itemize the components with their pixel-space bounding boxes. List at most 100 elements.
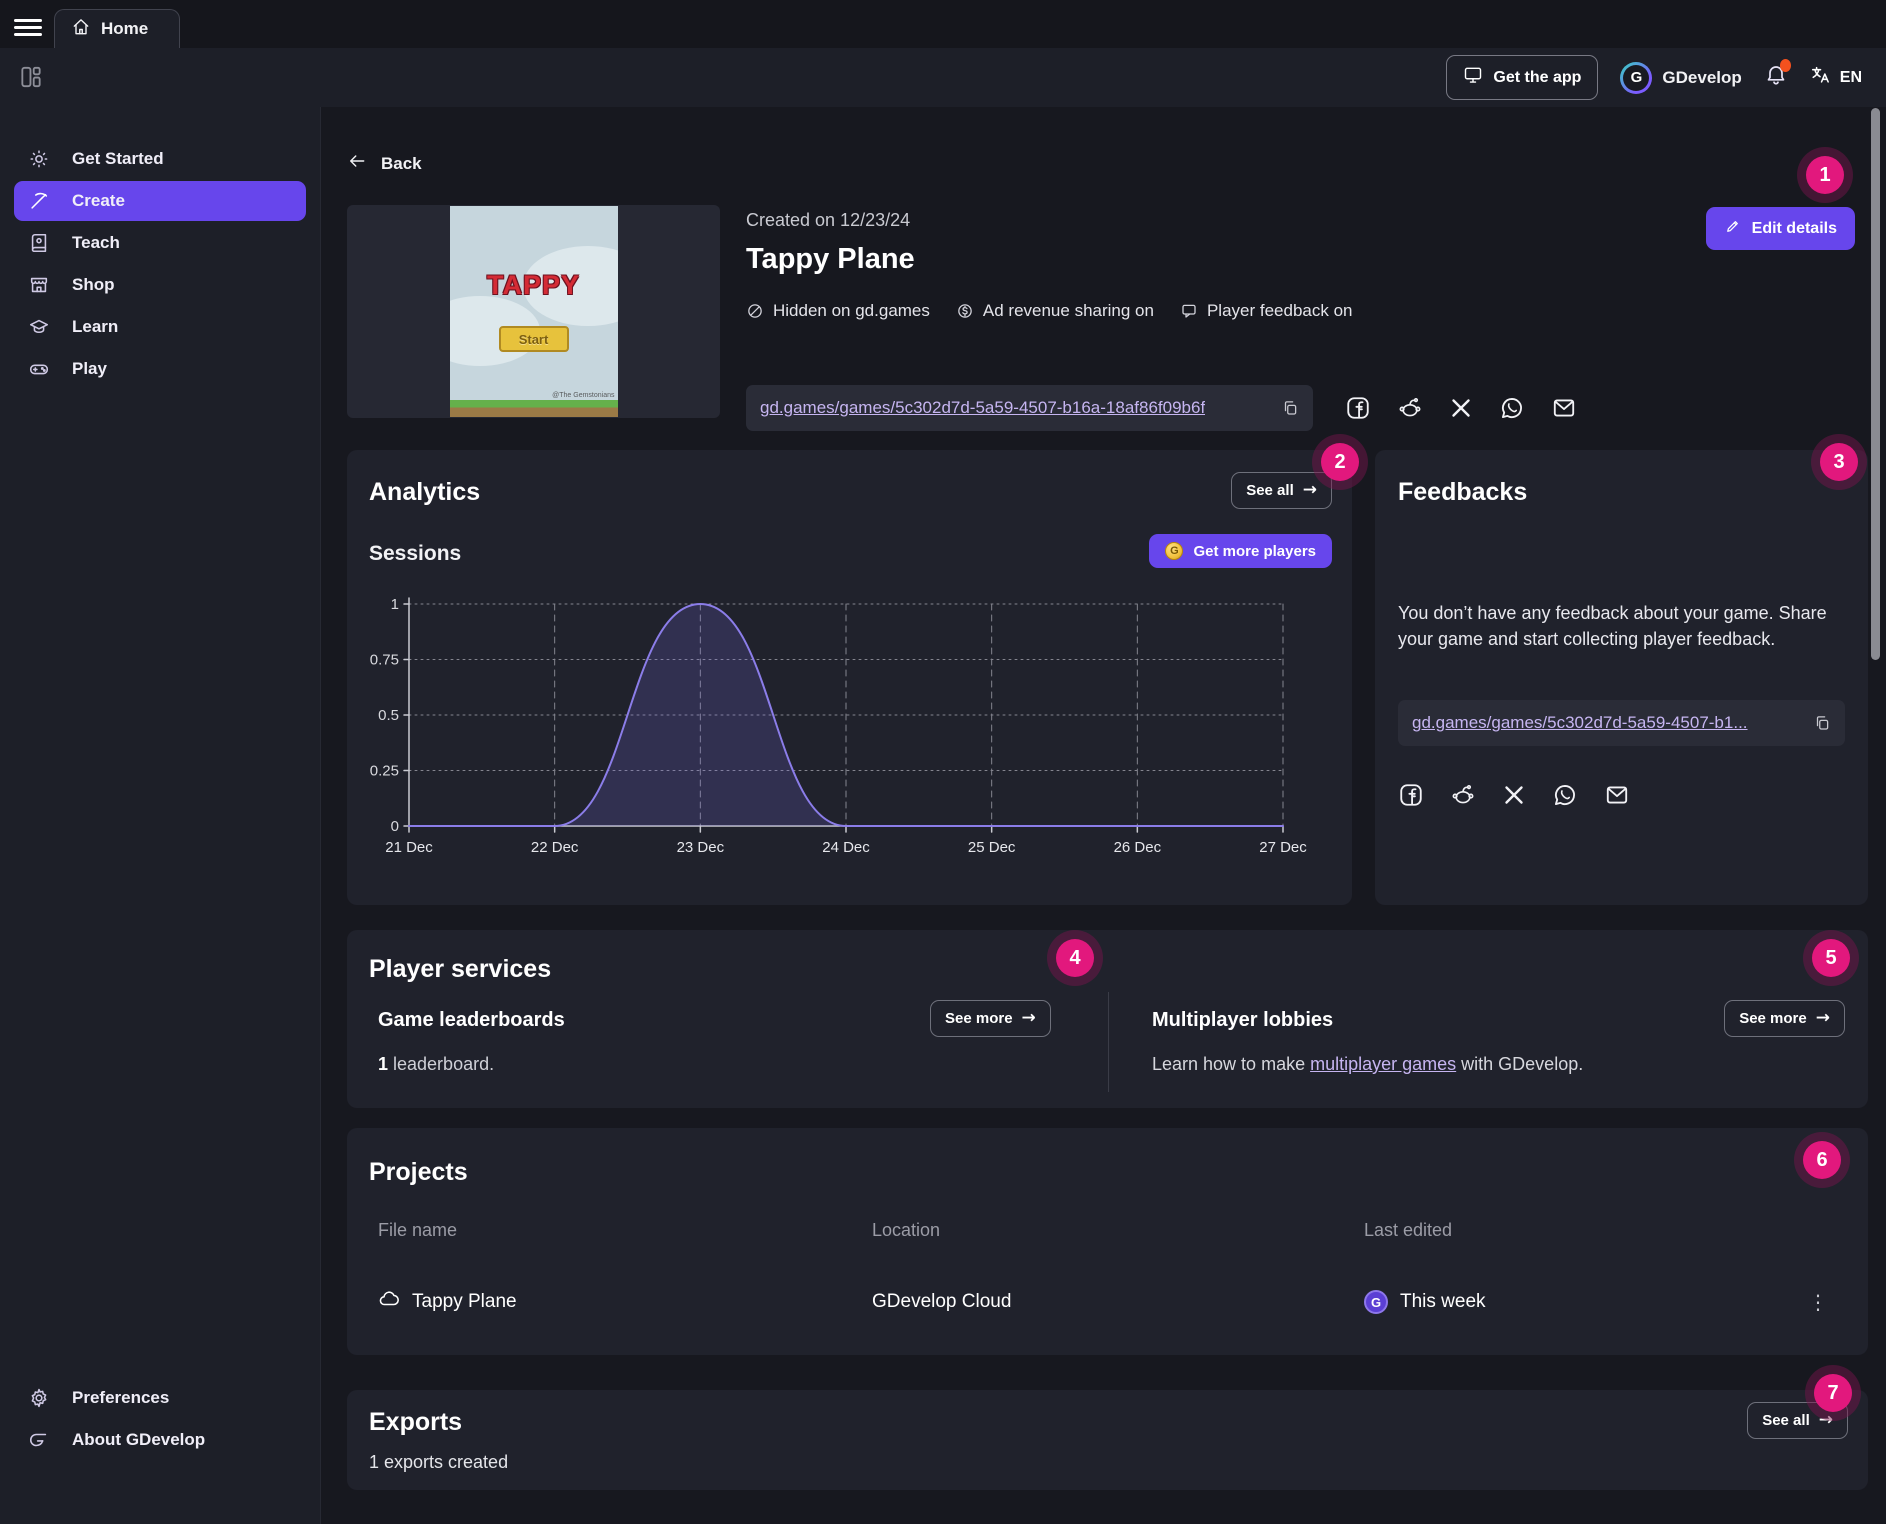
- revenue-icon: [956, 302, 974, 320]
- copy-icon[interactable]: [1281, 399, 1299, 417]
- share-url-pill: gd.games/games/5c302d7d-5a59-4507-b16a-1…: [746, 385, 1313, 431]
- player-services-card: Player services Game leaderboards See mo…: [347, 930, 1868, 1108]
- reddit-icon[interactable]: [1397, 395, 1423, 421]
- sidebar-item-create[interactable]: Create: [14, 181, 306, 221]
- translate-icon: [1810, 64, 1832, 91]
- email-icon[interactable]: [1551, 395, 1577, 421]
- sessions-label: Sessions: [369, 542, 462, 565]
- language-selector[interactable]: EN: [1810, 64, 1862, 91]
- facebook-icon[interactable]: [1398, 782, 1424, 808]
- column-last-edited: Last edited: [1364, 1220, 1453, 1240]
- exports-see-all-button[interactable]: See all →: [1747, 1402, 1848, 1439]
- sidebar-item-preferences[interactable]: Preferences: [14, 1378, 306, 1418]
- get-more-players-button[interactable]: G Get more players: [1149, 534, 1332, 568]
- arrow-right-icon: →: [1815, 1008, 1830, 1028]
- sidebar-item-play[interactable]: Play: [14, 349, 306, 389]
- gdevelop-logo-icon: G: [1620, 61, 1653, 94]
- home-icon: [71, 17, 91, 42]
- leaderboards-see-more-button[interactable]: See more →: [930, 1000, 1051, 1037]
- annotation-badge-1: 1: [1806, 156, 1844, 194]
- eye-off-icon: [746, 302, 764, 320]
- back-arrow-icon: [347, 151, 367, 176]
- feedbacks-share-url-link[interactable]: gd.games/games/5c302d7d-5a59-4507-b1...: [1412, 713, 1748, 732]
- sidebar-item-label: Play: [72, 359, 107, 378]
- panel-layout-icon[interactable]: [18, 64, 44, 95]
- multiplayer-help-text: Learn how to make multiplayer games with…: [1152, 1054, 1584, 1074]
- project-row[interactable]: Tappy Plane GDevelop Cloud G This week ⋮: [347, 1280, 1868, 1324]
- get-the-app-button[interactable]: Get the app: [1446, 55, 1599, 100]
- leaderboards-count: 1 leaderboard.: [378, 1054, 495, 1074]
- sun-icon: [28, 148, 50, 170]
- projects-card: Projects File name Location Last edited …: [347, 1128, 1868, 1355]
- svg-text:0.5: 0.5: [378, 707, 399, 724]
- sidebar-item-teach[interactable]: Teach: [14, 223, 306, 263]
- sidebar-item-label: Teach: [72, 233, 120, 252]
- exports-summary: 1 exports created: [369, 1452, 509, 1472]
- get-the-app-label: Get the app: [1493, 68, 1582, 86]
- copy-icon[interactable]: [1813, 714, 1831, 732]
- exports-card: Exports See all → 1 exports created: [347, 1390, 1868, 1490]
- monitor-icon: [1463, 65, 1483, 90]
- gamepad-icon: [28, 358, 50, 380]
- feedbacks-share-url-pill: gd.games/games/5c302d7d-5a59-4507-b1...: [1398, 700, 1845, 746]
- x-icon[interactable]: [1449, 396, 1473, 420]
- svg-text:0.25: 0.25: [370, 763, 399, 780]
- game-thumbnail-art: TAPPY Start @The Gemstonians: [449, 206, 618, 417]
- row-menu-icon[interactable]: ⋮: [1808, 1290, 1828, 1314]
- multiplayer-games-link[interactable]: multiplayer games: [1310, 1054, 1457, 1074]
- column-location: Location: [872, 1220, 941, 1240]
- exports-title: Exports: [369, 1408, 463, 1436]
- feedbacks-card: Feedbacks You don’t have any feedback ab…: [1375, 450, 1868, 905]
- gdevelop-icon: [28, 1429, 50, 1451]
- notifications-bell-icon[interactable]: [1764, 59, 1791, 92]
- hamburger-menu-icon[interactable]: [14, 15, 42, 40]
- back-button[interactable]: Back: [347, 151, 422, 176]
- svg-text:24 Dec: 24 Dec: [822, 839, 870, 856]
- arrow-right-icon: →: [1818, 1410, 1833, 1430]
- sidebar-item-label: Get Started: [72, 149, 164, 168]
- tab-home[interactable]: Home: [54, 9, 180, 48]
- multiplayer-see-more-button[interactable]: See more →: [1724, 1000, 1845, 1037]
- scrollbar-thumb[interactable]: [1871, 108, 1880, 660]
- sidebar-item-about-gdevelop[interactable]: About GDevelop: [14, 1420, 306, 1460]
- status-hidden: Hidden on gd.games: [746, 301, 930, 321]
- x-icon[interactable]: [1502, 783, 1526, 807]
- feedbacks-empty-message: You don’t have any feedback about your g…: [1398, 603, 1827, 650]
- facebook-icon[interactable]: [1345, 395, 1371, 421]
- svg-text:0.75: 0.75: [370, 652, 399, 669]
- svg-text:0: 0: [391, 818, 399, 835]
- whatsapp-icon[interactable]: [1552, 782, 1578, 808]
- gdevelop-avatar-icon: G: [1364, 1290, 1388, 1314]
- svg-text:1: 1: [391, 596, 399, 613]
- pencil-icon: [1724, 217, 1742, 240]
- storefront-icon: [28, 274, 50, 296]
- brand-name: GDevelop: [1662, 67, 1742, 87]
- leaderboards-title: Game leaderboards: [378, 1009, 565, 1031]
- thumbnail-ground: [449, 400, 618, 417]
- sidebar-item-learn[interactable]: Learn: [14, 307, 306, 347]
- account-menu[interactable]: G GDevelop: [1620, 61, 1742, 94]
- project-location: GDevelop Cloud: [872, 1291, 1012, 1312]
- graduation-cap-icon: [28, 316, 50, 338]
- status-ad-revenue: Ad revenue sharing on: [956, 301, 1154, 321]
- window-titlebar: Home: [0, 0, 1886, 48]
- gear-icon: [28, 1387, 50, 1409]
- sidebar-item-label: Shop: [72, 275, 115, 294]
- analytics-card: Analytics See all → Sessions G Get more p…: [347, 450, 1352, 905]
- column-file-name: File name: [378, 1220, 458, 1240]
- player-services-title: Player services: [369, 955, 552, 983]
- game-title: Tappy Plane: [746, 243, 915, 275]
- toolbar: Get the app G GDevelop EN: [0, 48, 1886, 107]
- edit-details-button[interactable]: Edit details: [1705, 207, 1855, 250]
- reddit-icon[interactable]: [1450, 782, 1476, 808]
- project-file-name: Tappy Plane: [412, 1291, 517, 1312]
- whatsapp-icon[interactable]: [1499, 395, 1525, 421]
- svg-text:23 Dec: 23 Dec: [677, 839, 725, 856]
- analytics-see-all-button[interactable]: See all →: [1231, 472, 1332, 509]
- share-url-link[interactable]: gd.games/games/5c302d7d-5a59-4507-b16a-1…: [760, 398, 1206, 417]
- email-icon[interactable]: [1604, 782, 1630, 808]
- main-content: Back TAPPY Start @The Gemstonians Create…: [321, 107, 1886, 1524]
- sidebar-item-label: Preferences: [72, 1388, 170, 1407]
- sidebar-item-get-started[interactable]: Get Started: [14, 139, 306, 179]
- sidebar-item-shop[interactable]: Shop: [14, 265, 306, 305]
